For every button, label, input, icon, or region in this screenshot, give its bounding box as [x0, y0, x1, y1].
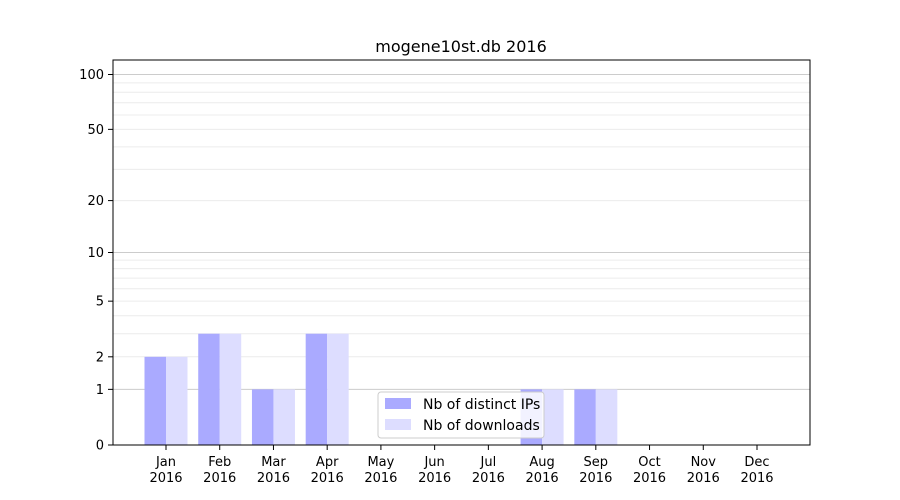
y-tick-label: 1: [96, 383, 104, 398]
bar-downloads: [542, 389, 564, 445]
bar-distinct-ips: [251, 389, 274, 445]
x-tick-label: Nov 2016: [687, 455, 720, 486]
legend-swatch-ips: [385, 398, 411, 409]
y-tick-label: 10: [87, 246, 104, 261]
x-tick-label: Jan 2016: [149, 455, 182, 486]
x-tick-label: Apr 2016: [311, 455, 344, 486]
bar-distinct-ips: [198, 333, 220, 445]
bar-distinct-ips: [305, 333, 328, 445]
legend-label-ips: Nb of distinct IPs: [423, 397, 540, 413]
x-tick-label: Oct 2016: [633, 455, 666, 486]
y-tick-label: 5: [96, 295, 104, 310]
y-tick-label: 100: [79, 68, 104, 83]
grid-lines: [113, 74, 810, 390]
bar-downloads: [273, 389, 295, 445]
x-tick-label: Mar 2016: [257, 455, 290, 486]
x-tick-label: Jun 2016: [418, 455, 451, 486]
bar-downloads: [595, 389, 618, 445]
y-tick-label: 2: [96, 350, 104, 365]
legend-box: [377, 391, 545, 439]
chart-title: mogene10st.db 2016: [375, 37, 547, 56]
x-tick-label: Aug 2016: [526, 455, 559, 486]
x-tick-label: Sep 2016: [579, 455, 612, 486]
y-tick-label: 20: [87, 194, 104, 209]
x-tick-label: May 2016: [364, 455, 397, 486]
y-axis: 0 1 2 5 10 20 50 100: [79, 68, 113, 454]
bar-downloads: [219, 333, 242, 445]
x-tick-label: Feb 2016: [203, 455, 236, 486]
legend-label-downloads: Nb of downloads: [423, 418, 540, 434]
x-axis: Jan 2016 Feb 2016 Mar 2016 Apr 2016 May 2016 Jun 20…: [149, 445, 774, 486]
bar-downloads: [166, 356, 188, 445]
bar-distinct-ips: [574, 389, 596, 445]
legend: Nb of distinct IPs Nb of downloads: [377, 391, 545, 439]
y-tick-label: 50: [87, 123, 104, 138]
bar-distinct-ips: [144, 356, 166, 445]
legend-swatch-downloads: [385, 419, 411, 430]
y-tick-label: 0: [96, 439, 104, 454]
x-tick-label: Dec 2016: [740, 455, 773, 486]
bar-downloads: [327, 333, 349, 445]
x-tick-label: Jul 2016: [472, 455, 505, 486]
